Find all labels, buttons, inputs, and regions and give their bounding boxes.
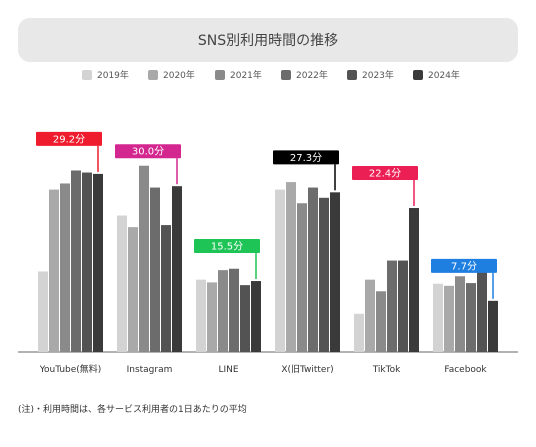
bar [172, 186, 182, 352]
category-label: Instagram [127, 365, 173, 375]
bar [251, 281, 261, 352]
callout: 15.5分 [194, 239, 260, 280]
bar [218, 270, 228, 352]
bar [60, 183, 70, 352]
bar [297, 203, 307, 352]
bar [488, 300, 498, 352]
bar [128, 227, 138, 352]
callout-box [352, 166, 418, 181]
legend-swatch [82, 69, 92, 80]
legend-label: 2019年 [97, 71, 129, 81]
bar [455, 276, 465, 352]
legend-label: 2020年 [163, 71, 195, 81]
legend-item: 2020年 [148, 68, 195, 81]
callout-label: 30.0分 [132, 146, 164, 158]
legend-label: 2024年 [428, 71, 460, 81]
legend-swatch [148, 69, 158, 80]
legend-label: 2022年 [296, 71, 328, 81]
legend-item: 2024年 [413, 68, 460, 81]
bar [387, 260, 397, 352]
legend-item: 2021年 [215, 68, 262, 81]
callout-label: 7.7分 [451, 260, 477, 272]
category-label: Facebook [444, 365, 487, 375]
legend-label: 2023年 [362, 71, 394, 81]
bar [38, 271, 48, 352]
callout-label: 22.4分 [369, 168, 401, 180]
category-label: TikTok [372, 365, 401, 375]
callout-box [36, 131, 102, 146]
callout-box [431, 258, 497, 273]
footnote: (注)・利用時間は、各サービス利用者の1日あたりの平均 [18, 405, 247, 415]
bar [240, 285, 250, 352]
callout-box [273, 150, 339, 165]
callout-box [115, 144, 181, 159]
callout: 22.4分 [352, 166, 418, 207]
bar [139, 165, 149, 352]
callout: 29.2分 [36, 131, 102, 172]
bar [308, 187, 318, 352]
legend-swatch [413, 69, 423, 80]
bar [466, 283, 476, 352]
bar [275, 189, 285, 352]
callout-box [194, 239, 260, 254]
legend-item: 2023年 [347, 68, 394, 81]
bar [365, 279, 375, 352]
callout: 27.3分 [273, 150, 339, 191]
bar [207, 282, 217, 352]
legend: 2019年 2020年 2021年 2022年 2023年 2024年 [0, 68, 536, 84]
bar [354, 313, 364, 352]
bar [409, 208, 419, 352]
chart-title: SNS別利用時間の推移 [197, 33, 339, 49]
bar [161, 225, 171, 352]
category-label: YouTube(無料) [39, 363, 102, 375]
bar [49, 189, 59, 352]
bar [330, 192, 340, 352]
callout-label: 15.5分 [211, 241, 243, 253]
bar [376, 291, 386, 352]
bar [444, 285, 454, 352]
callout: 7.7分 [431, 258, 497, 299]
chart-title-box: SNS別利用時間の推移 [18, 18, 518, 62]
bar [196, 279, 206, 352]
bar [150, 187, 160, 352]
legend-item: 2019年 [82, 68, 129, 81]
bar [117, 215, 127, 352]
callout-label: 27.3分 [290, 152, 322, 164]
bar [71, 170, 81, 352]
bar [93, 173, 103, 352]
bar [286, 182, 296, 352]
callout: 30.0分 [115, 144, 181, 185]
bar [398, 260, 408, 352]
category-label: X(旧Twitter) [281, 364, 333, 375]
legend-item: 2022年 [281, 68, 328, 81]
bar [229, 268, 239, 352]
callout-label: 29.2分 [53, 133, 85, 145]
bar [319, 197, 329, 352]
legend-label: 2021年 [230, 71, 262, 81]
legend-swatch [347, 69, 357, 80]
legend-swatch [281, 69, 291, 80]
bar [82, 172, 92, 352]
bar [477, 268, 487, 352]
legend-swatch [215, 69, 225, 80]
category-label: LINE [218, 365, 238, 375]
bar-chart: YouTube(無料) 29.2分 Instagram 30.0分 LINE 15.5分 X… [18, 131, 518, 375]
bar [433, 283, 443, 352]
